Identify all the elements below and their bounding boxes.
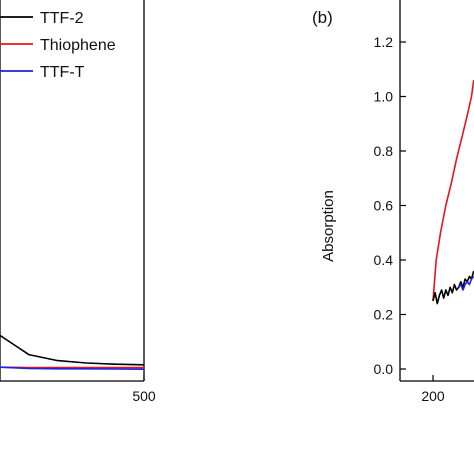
panel-b-y-tick-label: 0.8 bbox=[374, 143, 394, 159]
panel-b-x-tick-label: 200 bbox=[421, 388, 445, 404]
panel-b: (b) Absorption 0.0 0.2 0.4 0.6 0.8 1.0 1.2 200 bbox=[312, 0, 474, 404]
panel-b-y-ticks: 0.0 0.2 0.4 0.6 0.8 1.0 1.2 bbox=[374, 34, 406, 377]
panel-a-legend: TTF-2 Thiophene TTF-T bbox=[0, 10, 116, 81]
panel-a-x-tick-label: 500 bbox=[132, 388, 156, 404]
panel-b-y-tick-label: 0.6 bbox=[374, 198, 394, 214]
panel-a-legend-label: TTF-T bbox=[40, 64, 85, 81]
panel-b-series bbox=[432, 79, 474, 305]
panel-b-label: (b) bbox=[312, 8, 333, 27]
panel-b-x-ticks: 200 bbox=[421, 375, 445, 404]
panel-b-y-tick-label: 1.0 bbox=[374, 89, 394, 105]
panel-a-series-ttf-t bbox=[0, 366, 145, 370]
panel-b-y-tick-label: 1.2 bbox=[374, 34, 394, 50]
panel-b-series-thiophene bbox=[432, 79, 474, 301]
panel-a-x-ticks: 500 bbox=[132, 375, 156, 404]
panel-b-y-tick-label: 0.2 bbox=[374, 307, 394, 323]
panel-a-legend-label: TTF-2 bbox=[40, 10, 84, 27]
panel-b-y-tick-label: 0.4 bbox=[374, 252, 394, 268]
panel-a-series bbox=[0, 334, 145, 370]
panel-b-y-tick-label: 0.0 bbox=[374, 361, 394, 377]
panel-a: 500 TTF-2 Thiophene TTF-T bbox=[0, 0, 156, 404]
panel-b-series-ttf-2 bbox=[432, 270, 474, 305]
panel-a-legend-label: Thiophene bbox=[40, 37, 116, 54]
panel-b-y-axis-label: Absorption bbox=[320, 190, 337, 262]
panel-a-series-ttf-2 bbox=[0, 334, 145, 366]
panel-b-series-ttf-t bbox=[458, 275, 474, 291]
